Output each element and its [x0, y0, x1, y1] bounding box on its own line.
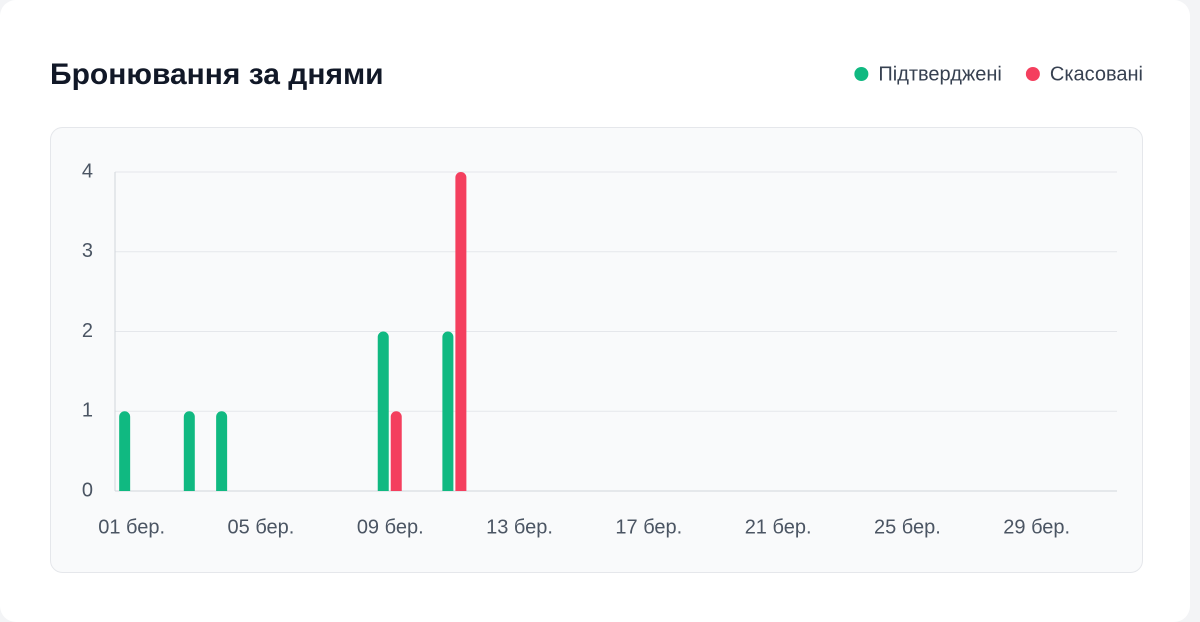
legend-label: Скасовані [1050, 63, 1143, 85]
y-tick-label: 2 [82, 320, 93, 342]
x-tick-label: 05 бер. [228, 516, 295, 538]
bar [390, 411, 402, 491]
x-tick-label: 21 бер. [745, 516, 812, 538]
legend-label: Підтверджені [878, 63, 1002, 85]
x-tick-label: 29 бер. [1003, 516, 1070, 538]
chart-title: Бронювання за днями [50, 58, 384, 91]
bar [216, 411, 228, 491]
bar [119, 411, 131, 491]
plot-panel [50, 127, 1143, 573]
x-tick-label: 17 бер. [615, 516, 682, 538]
y-tick-label: 3 [82, 240, 93, 262]
bar [183, 411, 195, 491]
bar [442, 331, 454, 491]
legend-marker [1025, 67, 1040, 81]
x-tick-label: 25 бер. [874, 516, 941, 538]
y-tick-label: 4 [82, 160, 93, 182]
x-tick-label: 09 бер. [357, 516, 424, 538]
y-tick-label: 0 [82, 479, 93, 501]
bar [377, 331, 389, 491]
x-tick-label: 01 бер. [98, 516, 165, 538]
y-tick-label: 1 [82, 400, 93, 422]
legend-marker [854, 67, 869, 81]
bar [455, 172, 467, 491]
x-tick-label: 13 бер. [486, 516, 553, 538]
